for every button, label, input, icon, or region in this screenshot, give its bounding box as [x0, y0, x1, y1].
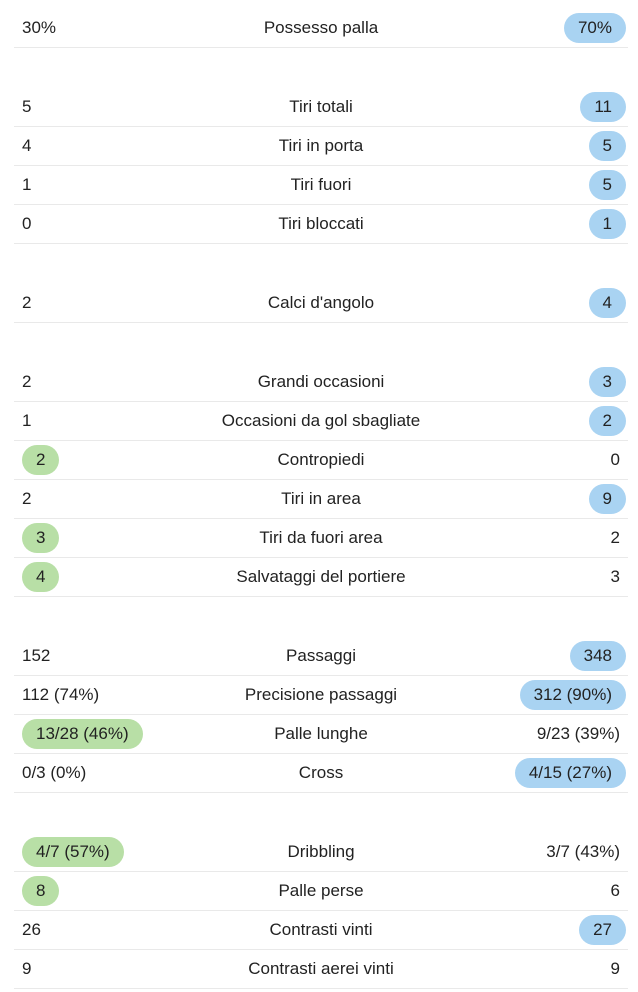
stat-row: 2 Tiri in area 9 — [14, 480, 628, 519]
stat-label: Tiri fuori — [290, 175, 352, 194]
away-value: 9 — [610, 959, 620, 978]
stat-row: 4 Tiri in porta 5 — [14, 127, 628, 166]
stat-label: Palle perse — [278, 881, 364, 900]
away-value-highlight: 5 — [588, 131, 626, 161]
home-value: 112 (74%) — [22, 685, 100, 704]
stat-label: Tiri bloccati — [278, 214, 364, 233]
away-value-highlight: 3 — [588, 367, 626, 397]
away-value-highlight: 2 — [588, 406, 626, 436]
home-value: 0 — [22, 214, 32, 233]
home-value: 1 — [22, 175, 32, 194]
stat-label: Palle lunghe — [274, 724, 368, 743]
stat-label: Contropiedi — [277, 450, 365, 469]
home-value: 2 — [22, 372, 32, 391]
home-value-highlight: 13/28 (46%) — [22, 719, 143, 749]
stat-label: Tiri in porta — [278, 136, 364, 155]
home-value-highlight: 3 — [22, 523, 60, 553]
stat-label: Cross — [298, 763, 344, 782]
stat-label: Salvataggi del portiere — [236, 567, 406, 586]
stat-row: 9 Contrasti aerei vinti 9 — [14, 950, 628, 989]
stat-label: Occasioni da gol sbagliate — [221, 411, 421, 430]
away-value-highlight: 4/15 (27%) — [514, 758, 626, 788]
stat-label: Contrasti vinti — [269, 920, 373, 939]
home-value: 2 — [22, 293, 32, 312]
away-value: 3 — [610, 567, 620, 586]
home-value: 30% — [22, 18, 57, 37]
stat-group: 30% Possesso palla 70% — [0, 9, 638, 48]
home-value: 152 — [22, 646, 51, 665]
stat-label: Grandi occasioni — [257, 372, 385, 391]
stat-row: 30% Possesso palla 70% — [14, 9, 628, 48]
stat-row: 26 Contrasti vinti 27 — [14, 911, 628, 950]
away-value: 0 — [610, 450, 620, 469]
away-value-highlight: 5 — [588, 170, 626, 200]
away-value-highlight: 348 — [569, 641, 626, 671]
home-value-highlight: 8 — [22, 876, 60, 906]
stat-group: 2 Calci d'angolo 4 — [0, 284, 638, 323]
away-value-highlight: 9 — [588, 484, 626, 514]
away-value: 9/23 (39%) — [536, 724, 620, 743]
stat-row: 5 Tiri totali 11 — [14, 88, 628, 127]
home-value: 26 — [22, 920, 41, 939]
stat-group: 5 Tiri totali 11 4 Tiri in porta 5 1 Tiri fuori… — [0, 88, 638, 244]
away-value-highlight: 27 — [579, 915, 626, 945]
away-value-highlight: 1 — [588, 209, 626, 239]
stat-label: Passaggi — [286, 646, 356, 665]
stat-row: 112 (74%) Precisione passaggi 312 (90%) — [14, 676, 628, 715]
stat-label: Tiri da fuori area — [259, 528, 383, 547]
stat-group: 152 Passaggi 348 112 (74%) Precisione passag… — [0, 637, 638, 793]
home-value: 1 — [22, 411, 32, 430]
stat-row: 1 Occasioni da gol sbagliate 2 — [14, 402, 628, 441]
stat-label: Contrasti aerei vinti — [248, 959, 394, 978]
away-value-highlight: 70% — [563, 13, 626, 43]
stat-row: 3 Tiri da fuori area 2 — [14, 519, 628, 558]
stat-group: 2 Grandi occasioni 3 1 Occasioni da gol sbag… — [0, 363, 638, 597]
stat-label: Possesso palla — [263, 18, 379, 37]
stat-row: 0/3 (0%) Cross 4/15 (27%) — [14, 754, 628, 793]
stat-row: 0 Tiri bloccati 1 — [14, 205, 628, 244]
away-value: 2 — [610, 528, 620, 547]
stat-group: 4/7 (57%) Dribbling 3/7 (43%) 8 Palle perse 6… — [0, 833, 638, 989]
stat-row: 4/7 (57%) Dribbling 3/7 (43%) — [14, 833, 628, 872]
home-value-highlight: 4/7 (57%) — [22, 837, 124, 867]
home-value: 4 — [22, 136, 32, 155]
stat-row: 1 Tiri fuori 5 — [14, 166, 628, 205]
stat-label: Precisione passaggi — [244, 685, 398, 704]
stat-label: Tiri totali — [289, 97, 353, 116]
home-value: 2 — [22, 489, 32, 508]
home-value-highlight: 2 — [22, 445, 60, 475]
stat-label: Tiri in area — [281, 489, 361, 508]
stat-label: Dribbling — [287, 842, 355, 861]
stat-label: Calci d'angolo — [267, 293, 375, 312]
home-value-highlight: 4 — [22, 562, 60, 592]
stat-row: 2 Grandi occasioni 3 — [14, 363, 628, 402]
home-value: 9 — [22, 959, 32, 978]
away-value-highlight: 312 (90%) — [519, 680, 626, 710]
stat-row: 13/28 (46%) Palle lunghe 9/23 (39%) — [14, 715, 628, 754]
away-value-highlight: 11 — [580, 92, 626, 122]
home-value: 5 — [22, 97, 32, 116]
away-value: 3/7 (43%) — [546, 842, 620, 861]
away-value: 6 — [610, 881, 620, 900]
home-value: 0/3 (0%) — [22, 763, 87, 782]
stat-row: 8 Palle perse 6 — [14, 872, 628, 911]
stat-row: 2 Calci d'angolo 4 — [14, 284, 628, 323]
stat-row: 152 Passaggi 348 — [14, 637, 628, 676]
stat-row: 2 Contropiedi 0 — [14, 441, 628, 480]
stat-row: 4 Salvataggi del portiere 3 — [14, 558, 628, 597]
away-value-highlight: 4 — [588, 288, 626, 318]
